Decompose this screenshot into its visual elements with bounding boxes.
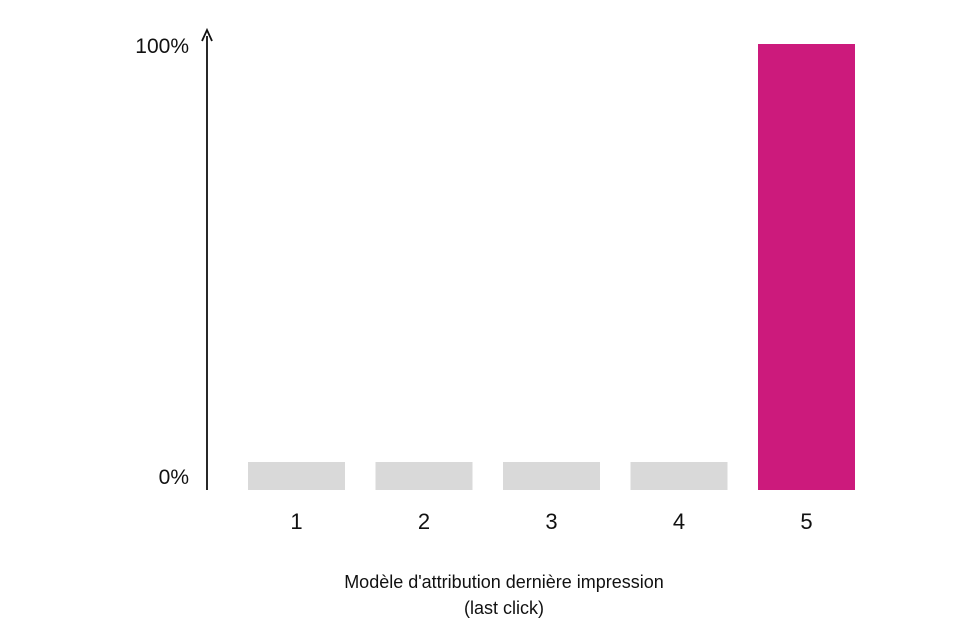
x-tick-label-3: 3 (545, 509, 557, 534)
bar-1 (248, 462, 345, 490)
x-tick-label-5: 5 (800, 509, 812, 534)
x-axis-subtitle: (last click) (464, 598, 544, 618)
x-category-labels: 1 2 3 4 5 (290, 509, 812, 534)
y-tick-label-bottom: 0% (159, 466, 189, 489)
x-axis-title: Modèle d'attribution dernière impression (344, 572, 664, 592)
x-tick-label-2: 2 (418, 509, 430, 534)
y-axis-arrow-icon (201, 27, 213, 42)
bar-4 (630, 462, 728, 490)
y-tick-label-top: 100% (135, 35, 189, 58)
bar-2 (375, 462, 473, 490)
x-tick-label-1: 1 (290, 509, 302, 534)
x-tick-label-4: 4 (673, 509, 685, 534)
bar-5 (758, 44, 855, 490)
bar-3 (503, 462, 600, 490)
bars-group (248, 44, 855, 490)
